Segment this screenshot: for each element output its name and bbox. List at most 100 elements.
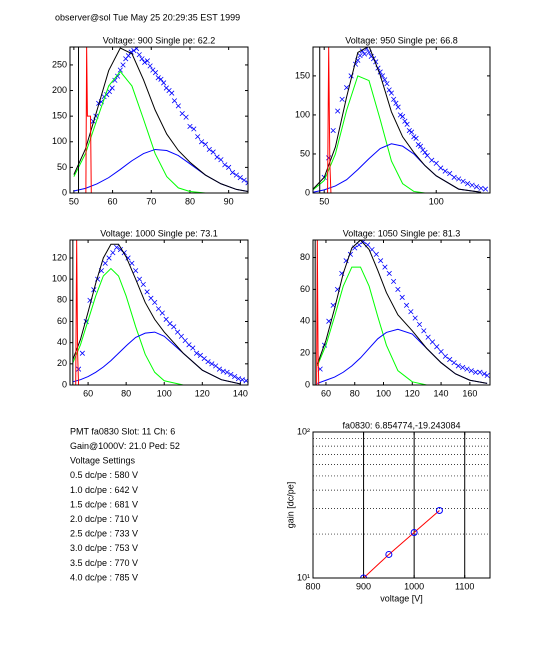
info-line: Voltage Settings: [70, 456, 136, 466]
data-point: [400, 113, 406, 120]
x-tick-label: 60: [83, 388, 93, 398]
data-point: [206, 146, 212, 153]
data-point: [406, 127, 412, 134]
data-point: [106, 255, 112, 261]
data-point: [411, 134, 417, 140]
y-axis-label: gain [dc/pe]: [285, 482, 295, 529]
header: observer@sol Tue May 25 20:29:35 EST 199…: [55, 12, 240, 22]
data-point: [136, 276, 143, 282]
plot-area: [360, 506, 443, 578]
data-point: [408, 309, 414, 315]
data-point: [167, 321, 173, 327]
data-point: [382, 264, 388, 270]
info-line: 2.0 dc/pe : 710 V: [70, 514, 138, 524]
data-point: [391, 96, 397, 102]
data-point: [416, 321, 423, 328]
x-tick-label: 80: [121, 388, 131, 398]
line: [73, 47, 248, 192]
data-point: [139, 56, 145, 62]
data-point: [451, 360, 457, 366]
y-tick-label: 40: [57, 337, 67, 347]
data-point: [182, 337, 188, 344]
data-point: [144, 289, 150, 295]
data-point: [197, 352, 203, 358]
data-point: [330, 127, 336, 134]
info-line: 3.0 dc/pe : 753 V: [70, 543, 138, 553]
info-line: 2.5 dc/pe : 733 V: [70, 529, 138, 539]
y-tick-label: 0: [62, 379, 67, 389]
info-line: Gain@1000V: 21.0 Ped: 52: [70, 441, 180, 451]
data-point: [395, 104, 401, 110]
info-line: 1.0 dc/pe : 642 V: [70, 485, 138, 495]
data-point: [222, 162, 228, 168]
data-point: [435, 506, 443, 514]
y-tick-label: 0: [305, 187, 310, 197]
data-point: [410, 528, 418, 536]
line: [313, 75, 482, 193]
data-point: [382, 77, 388, 83]
data-point: [229, 169, 236, 176]
data-point: [171, 324, 177, 330]
x-tick-label: 140: [233, 388, 248, 398]
x-axis-label: voltage [V]: [380, 593, 423, 603]
x-tick-label: 100: [376, 388, 391, 398]
data-point: [378, 258, 384, 264]
data-point: [391, 278, 397, 285]
data-point: [481, 371, 487, 377]
y-tick-label: 50: [57, 162, 67, 172]
data-point: [114, 244, 120, 250]
data-point: [117, 67, 123, 73]
info-line: PMT fa0830 Slot: 11 Ch: 6: [70, 426, 175, 436]
data-point: [429, 339, 436, 345]
data-point: [361, 51, 368, 57]
data-point: [183, 114, 189, 120]
data-point: [438, 348, 444, 355]
data-point: [451, 174, 457, 180]
data-point: [175, 103, 181, 109]
data-point: [152, 70, 159, 76]
data-point: [109, 85, 115, 91]
y-tick-label: 10¹: [297, 572, 310, 582]
data-point: [447, 356, 453, 363]
axes-background: [70, 47, 248, 193]
y-tick-label: 100: [295, 109, 310, 119]
data-point: [438, 165, 444, 171]
axes-frame: [312, 239, 491, 386]
data-point: [402, 118, 408, 124]
data-point: [120, 62, 126, 68]
info-line: 1.5 dc/pe : 681 V: [70, 499, 138, 509]
x-tick-label: 100: [429, 196, 444, 206]
data-point: [163, 316, 169, 322]
data-point: [171, 98, 178, 104]
data-point: [434, 344, 440, 350]
data-point: [360, 574, 368, 578]
data-point: [117, 246, 124, 253]
axes-frame: [312, 46, 491, 194]
plot-area: [70, 240, 248, 385]
data-point: [174, 329, 181, 335]
data-point: [178, 333, 184, 339]
y-tick-label: 60: [300, 284, 310, 294]
data-point: [205, 359, 211, 365]
y-tick-label: 80: [57, 295, 67, 305]
data-point: [235, 376, 242, 382]
data-point: [424, 152, 430, 159]
data-point: [477, 369, 483, 375]
data-point: [125, 255, 131, 261]
data-point: [422, 149, 428, 155]
data-point: [460, 178, 466, 184]
data-point: [339, 96, 345, 102]
data-point: [233, 172, 239, 178]
data-point: [161, 80, 167, 86]
data-point: [241, 177, 247, 183]
data-point: [106, 88, 113, 95]
x-tick-label: 80: [185, 196, 195, 206]
data-point: [224, 369, 230, 375]
x-tick-label: 900: [356, 581, 371, 591]
y-tick-label: 100: [52, 136, 67, 146]
data-point: [393, 100, 399, 106]
data-point: [484, 372, 490, 379]
info-line: 3.5 dc/pe : 770 V: [70, 558, 138, 568]
plot-area: [70, 47, 248, 193]
data-point: [335, 108, 341, 114]
